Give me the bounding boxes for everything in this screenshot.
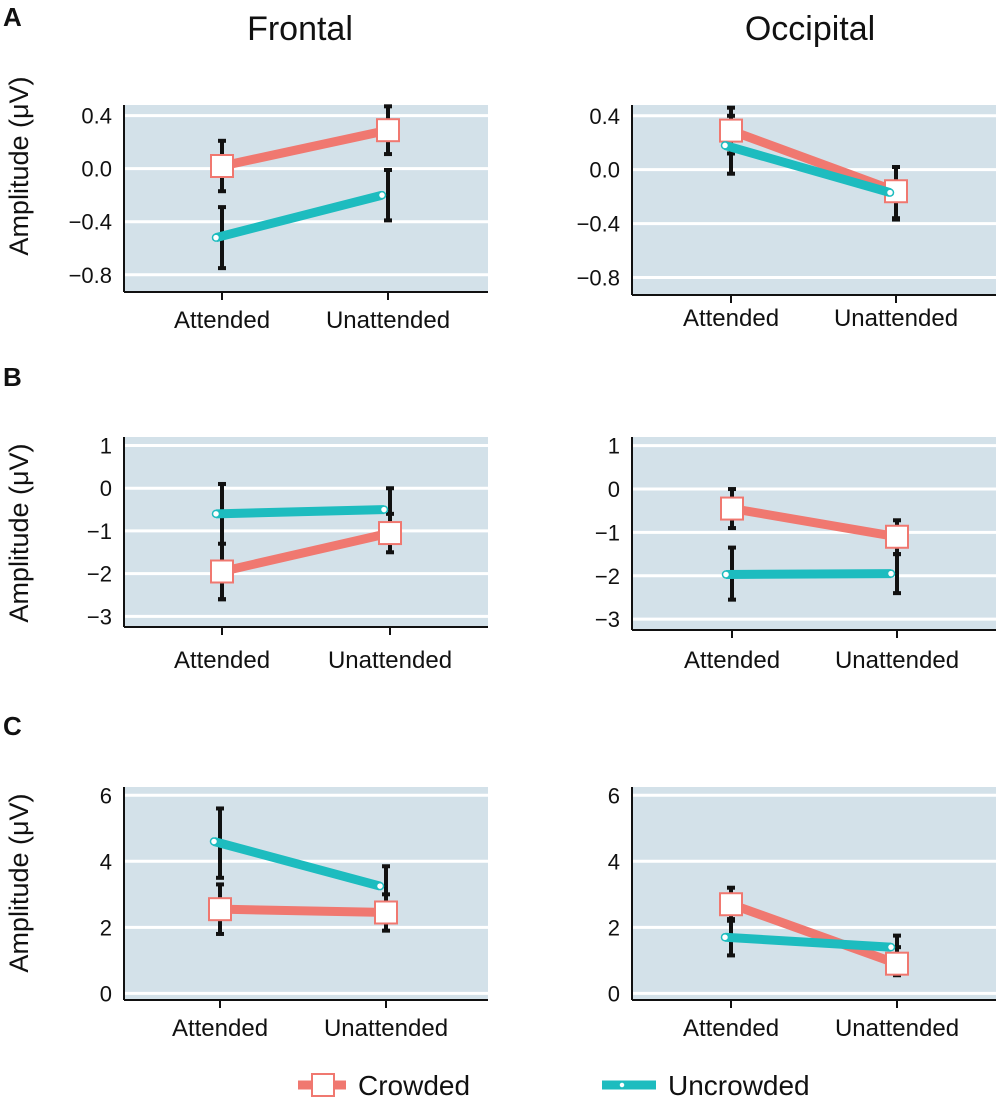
panel-b-frontal-crowded-line <box>220 528 392 576</box>
panel-c-frontal-uncrowded-line <box>212 837 382 891</box>
panel-a-occipital-ytick-label: −0.4 <box>577 212 620 237</box>
panel-a-frontal-uncrowded-marker <box>377 190 387 200</box>
legend-crowded-label: Crowded <box>358 1070 470 1101</box>
panel-b-occipital: 1 0 −1 −2 −3 Attended Unattended <box>595 434 996 674</box>
panel-a-occipital-uncrowded-marker <box>885 188 895 197</box>
panel-b-occipital-category-label: Unattended <box>835 647 959 674</box>
panel-c-frontal-category-label: Attended <box>172 1015 268 1042</box>
panel-a-frontal-crowded-marker <box>376 118 400 143</box>
panel-a-frontal: 0.4 0.0 −0.4 −0.8 Attended Unattended Amplitud… <box>4 76 488 334</box>
panel-c-occipital-crowded-marker <box>885 951 909 976</box>
panel-b-occipital-crowded-marker <box>720 496 744 521</box>
panel-a-occipital: 0.4 0.0 −0.4 −0.8 Attended Unattended <box>577 104 996 332</box>
panel-c-frontal-ylabel: Amplitude (μV) <box>4 793 34 972</box>
panel-c-occipital: 6 4 2 0 Attended Unattended <box>608 783 996 1042</box>
panel-c-frontal-uncrowded-marker <box>209 837 219 846</box>
panel-b-frontal-ytick-label: −3 <box>87 604 112 629</box>
panel-b-frontal-uncrowded-marker <box>211 509 221 519</box>
panel-a-frontal-uncrowded-marker <box>211 233 221 242</box>
panel-b-frontal-uncrowded-marker <box>379 505 389 514</box>
panel-b-frontal-category-label: Unattended <box>328 647 452 674</box>
panel-a-occipital-ytick-label: −0.8 <box>577 265 620 290</box>
panel-a-occipital-category-label: Attended <box>683 305 779 332</box>
panel-b-occipital-uncrowded-line <box>725 569 892 579</box>
panel-a-frontal-crowded-line <box>221 125 389 171</box>
panel-a-frontal-category-label: Unattended <box>326 307 450 334</box>
panel-b-occipital-ytick-label: −1 <box>595 520 620 545</box>
row-label-a: A <box>3 2 22 32</box>
panel-b-occipital-uncrowded-marker <box>721 570 731 579</box>
panel-b-occipital-uncrowded-marker <box>886 569 896 578</box>
panel-b-occipital-ytick-label: 0 <box>608 477 620 502</box>
panel-b-frontal-category-label: Attended <box>174 647 270 674</box>
panel-a-frontal-ytick-label: 0.0 <box>81 157 112 182</box>
legend-uncrowded-label: Uncrowded <box>668 1070 810 1101</box>
panel-b-occipital-crowded-line <box>731 504 898 542</box>
panel-c-occipital-crowded-marker <box>719 892 743 917</box>
panel-c-frontal-crowded-line <box>219 904 387 917</box>
panel-a-occipital-category-label: Unattended <box>834 305 958 332</box>
panel-b-occipital-ytick-label: 1 <box>608 434 620 459</box>
panel-c-occipital-category-label: Unattended <box>835 1015 959 1042</box>
panel-c-frontal-ytick-label: 2 <box>100 915 112 940</box>
panel-c-frontal-ytick-label: 0 <box>100 981 112 1006</box>
panel-a-frontal-category-label: Attended <box>174 307 270 334</box>
panel-c-occipital-category-label: Attended <box>683 1015 779 1042</box>
panel-c-occipital-uncrowded-marker <box>720 933 730 942</box>
panel-b-occipital-ytick-label: −2 <box>595 564 620 589</box>
panel-b-frontal-crowded-marker <box>210 559 234 584</box>
panel-a-frontal-ylabel: Amplitude (μV) <box>4 76 34 255</box>
legend-crowded-marker <box>311 1073 335 1097</box>
panel-b-frontal-ytick-label: −1 <box>87 519 112 544</box>
panel-a-occipital-background <box>632 105 996 295</box>
panel-b-occipital-category-label: Attended <box>684 647 780 674</box>
panel-a-occipital-uncrowded-line <box>723 141 892 197</box>
panel-b-frontal-uncrowded-line <box>215 505 385 519</box>
panel-c-occipital-uncrowded-line <box>724 932 892 952</box>
panels: 0.4 0.0 −0.4 −0.8 Attended Unattended Amplitud… <box>4 76 996 1042</box>
panel-a-occipital-crowded-marker <box>719 118 743 143</box>
panel-a-occipital-crowded-line <box>729 126 898 196</box>
panel-a-frontal-ytick-label: −0.8 <box>69 263 112 288</box>
panel-c-occipital-ytick-label: 6 <box>608 783 620 808</box>
legend-uncrowded-marker <box>618 1081 626 1089</box>
panel-c-frontal-category-label: Unattended <box>324 1015 448 1042</box>
legend: Crowded Uncrowded <box>298 1070 810 1101</box>
panel-a-frontal-ytick-label: −0.4 <box>69 210 112 235</box>
panel-b-frontal: 1 0 −1 −2 −3 Attended Unattended Amplitude (μV) <box>4 434 488 674</box>
panel-a-occipital-uncrowded-marker <box>720 141 730 150</box>
panel-c-frontal-background <box>124 787 488 1000</box>
panel-a-frontal-background <box>124 105 488 292</box>
panel-a-frontal-crowded-marker <box>210 154 234 179</box>
panel-c-occipital-uncrowded-marker <box>886 942 896 952</box>
panel-b-frontal-crowded-marker <box>378 521 402 546</box>
panel-c-frontal-uncrowded-marker <box>375 881 385 891</box>
panel-c-occipital-ytick-label: 0 <box>608 981 620 1006</box>
panel-c-occipital-ytick-label: 4 <box>608 849 620 874</box>
panel-c-frontal-ytick-label: 4 <box>100 849 112 874</box>
panel-c-frontal-crowded-marker <box>374 900 398 925</box>
column-title-occipital: Occipital <box>745 10 875 48</box>
panel-a-frontal-uncrowded-line <box>214 190 384 242</box>
panel-c-occipital-ytick-label: 2 <box>608 915 620 940</box>
panel-b-occipital-crowded-marker <box>885 524 909 549</box>
panel-c-frontal: 6 4 2 0 Attended Unattended Amplitude (μV) <box>4 783 488 1042</box>
panel-b-frontal-ytick-label: 0 <box>100 476 112 501</box>
panel-b-frontal-ytick-label: 1 <box>100 434 112 459</box>
panel-c-frontal-crowded-marker <box>208 897 232 922</box>
panel-c-occipital-crowded-line <box>729 899 899 968</box>
column-title-frontal: Frontal <box>247 10 353 48</box>
panel-a-occipital-ytick-label: 0.0 <box>589 158 620 183</box>
panel-b-frontal-ytick-label: −2 <box>87 562 112 587</box>
panel-a-occipital-ytick-label: 0.4 <box>589 104 620 129</box>
panel-b-frontal-ylabel: Amplitude (μV) <box>4 443 34 622</box>
row-label-c: C <box>3 711 22 741</box>
panel-a-frontal-ytick-label: 0.4 <box>81 104 112 129</box>
panel-c-frontal-ytick-label: 6 <box>100 783 112 808</box>
panel-b-occipital-ytick-label: −3 <box>595 607 620 632</box>
row-label-b: B <box>3 362 22 392</box>
panel-c-occipital-background <box>632 787 996 1000</box>
